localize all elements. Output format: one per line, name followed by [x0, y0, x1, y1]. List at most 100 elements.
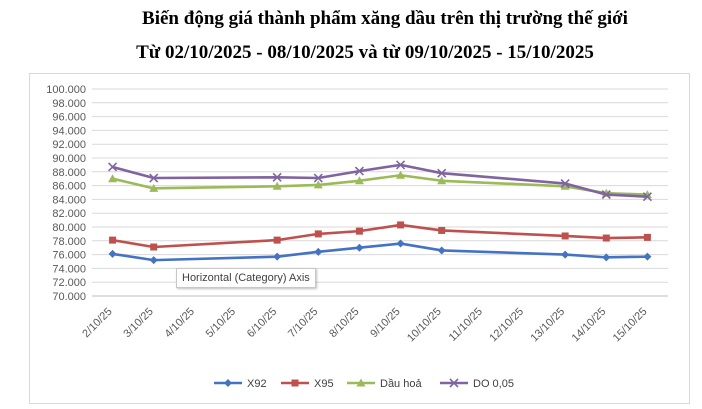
series-0 — [108, 239, 652, 265]
x-marker-stroke — [272, 172, 282, 182]
diamond-marker — [149, 256, 158, 265]
y-tick-label: 78.000 — [52, 236, 86, 248]
square-marker — [291, 379, 299, 387]
x-marker — [108, 162, 118, 172]
series-line — [112, 163, 648, 198]
triangle-marker — [149, 183, 159, 192]
square-marker — [273, 236, 281, 244]
diamond-marker — [314, 247, 323, 256]
series-1 — [109, 221, 651, 251]
x-tick-label: 8/10/25 — [327, 306, 361, 340]
legend: X92 X95 Dầu hoả DO 0,05 — [214, 378, 514, 390]
x-marker-stroke — [560, 178, 570, 189]
y-tick-label: 96.000 — [52, 112, 86, 124]
y-tick-label: 98.000 — [52, 98, 86, 110]
x-tick-label: 4/10/25 — [163, 306, 197, 340]
y-tick-label: 92.000 — [52, 139, 86, 151]
x-marker-stroke — [449, 378, 459, 388]
square-marker — [109, 236, 117, 244]
x-tick-label: 12/10/25 — [487, 306, 526, 345]
diamond-marker — [602, 253, 611, 262]
y-tick-label: 70.000 — [52, 291, 86, 303]
chart-title: Biến động giá thành phẩm xăng dầu trên t… — [142, 8, 628, 29]
y-tick-label: 76.000 — [52, 250, 86, 262]
x-marker — [601, 190, 611, 200]
legend-label: DO 0,05 — [473, 378, 514, 390]
series-3 — [108, 160, 652, 202]
x-marker-stroke — [396, 160, 406, 170]
x-tick-label: 5/10/25 — [204, 306, 238, 340]
x-tick-label: 15/10/25 — [611, 306, 650, 345]
square-marker — [397, 221, 405, 229]
x-tick-label: 7/10/25 — [286, 306, 320, 340]
triangle-marker — [108, 174, 118, 183]
legend-item: Dầu hoả — [347, 378, 422, 390]
x-tick-label: 3/10/25 — [121, 306, 155, 340]
triangle-marker — [560, 181, 570, 190]
diamond-marker — [355, 243, 364, 252]
y-tick-label: 72.000 — [52, 277, 86, 289]
square-marker — [643, 233, 651, 241]
x-marker — [149, 173, 159, 183]
x-marker — [313, 173, 323, 183]
x-marker-stroke — [313, 173, 323, 183]
y-tick-label: 90.000 — [52, 153, 86, 165]
square-marker — [150, 243, 158, 251]
legend-item: X95 — [281, 378, 334, 390]
triangle-marker — [272, 181, 282, 190]
y-tick-label: 74.000 — [52, 263, 86, 275]
x-tick-label: 2/10/25 — [80, 306, 114, 340]
triangle-marker — [437, 176, 447, 185]
x-marker-stroke — [149, 173, 159, 183]
x-marker — [560, 178, 570, 189]
diamond-marker — [396, 239, 405, 248]
x-marker-stroke — [108, 162, 118, 172]
legend-item: X92 — [214, 378, 267, 390]
legend-item: DO 0,05 — [440, 378, 514, 390]
x-axis: 2/10/25 3/10/25 4/10/25 5/10/25 6/10/25 7/10/… — [80, 295, 668, 345]
legend-label: Dầu hoả — [380, 378, 422, 390]
series-line — [112, 242, 648, 262]
diamond-marker — [224, 379, 232, 387]
triangle-marker — [356, 378, 366, 387]
x-tick-label: 11/10/25 — [447, 306, 485, 344]
x-tick-label: 13/10/25 — [528, 306, 567, 345]
x-marker-stroke — [601, 190, 611, 200]
x-marker — [642, 192, 652, 202]
x-marker — [437, 168, 447, 178]
x-marker — [396, 160, 406, 170]
x-tick-label: 10/10/25 — [405, 306, 444, 345]
y-tick-label: 100.000 — [46, 84, 86, 96]
axis-tooltip: Horizontal (Category) Axis — [176, 268, 316, 288]
x-marker-stroke — [354, 166, 364, 176]
square-marker — [314, 230, 322, 238]
chart-area[interactable] — [29, 73, 690, 404]
legend-label: X92 — [247, 378, 267, 390]
diamond-marker — [643, 252, 652, 261]
x-marker — [449, 378, 459, 388]
series-lines — [108, 160, 652, 265]
x-tick-label: 14/10/25 — [570, 306, 609, 345]
gridlines — [92, 88, 668, 297]
diamond-marker — [437, 246, 446, 255]
x-marker-stroke — [642, 192, 652, 202]
series-line — [112, 223, 648, 249]
square-marker — [561, 232, 569, 240]
square-marker — [438, 226, 446, 234]
x-marker — [354, 166, 364, 176]
y-tick-label: 82.000 — [52, 208, 86, 220]
x-marker — [272, 172, 282, 182]
x-tick-label: 6/10/25 — [245, 306, 279, 340]
legend-label: X95 — [314, 378, 334, 390]
y-tick-label: 94.000 — [52, 125, 86, 137]
x-tick-label: 9/10/25 — [368, 306, 402, 340]
y-tick-label: 80.000 — [52, 222, 86, 234]
y-tick-label: 88.000 — [52, 167, 86, 179]
square-marker — [355, 227, 363, 235]
x-marker-stroke — [437, 168, 447, 178]
diamond-marker — [108, 249, 117, 258]
y-tick-label: 84.000 — [52, 194, 86, 206]
y-tick-label: 86.000 — [52, 181, 86, 193]
